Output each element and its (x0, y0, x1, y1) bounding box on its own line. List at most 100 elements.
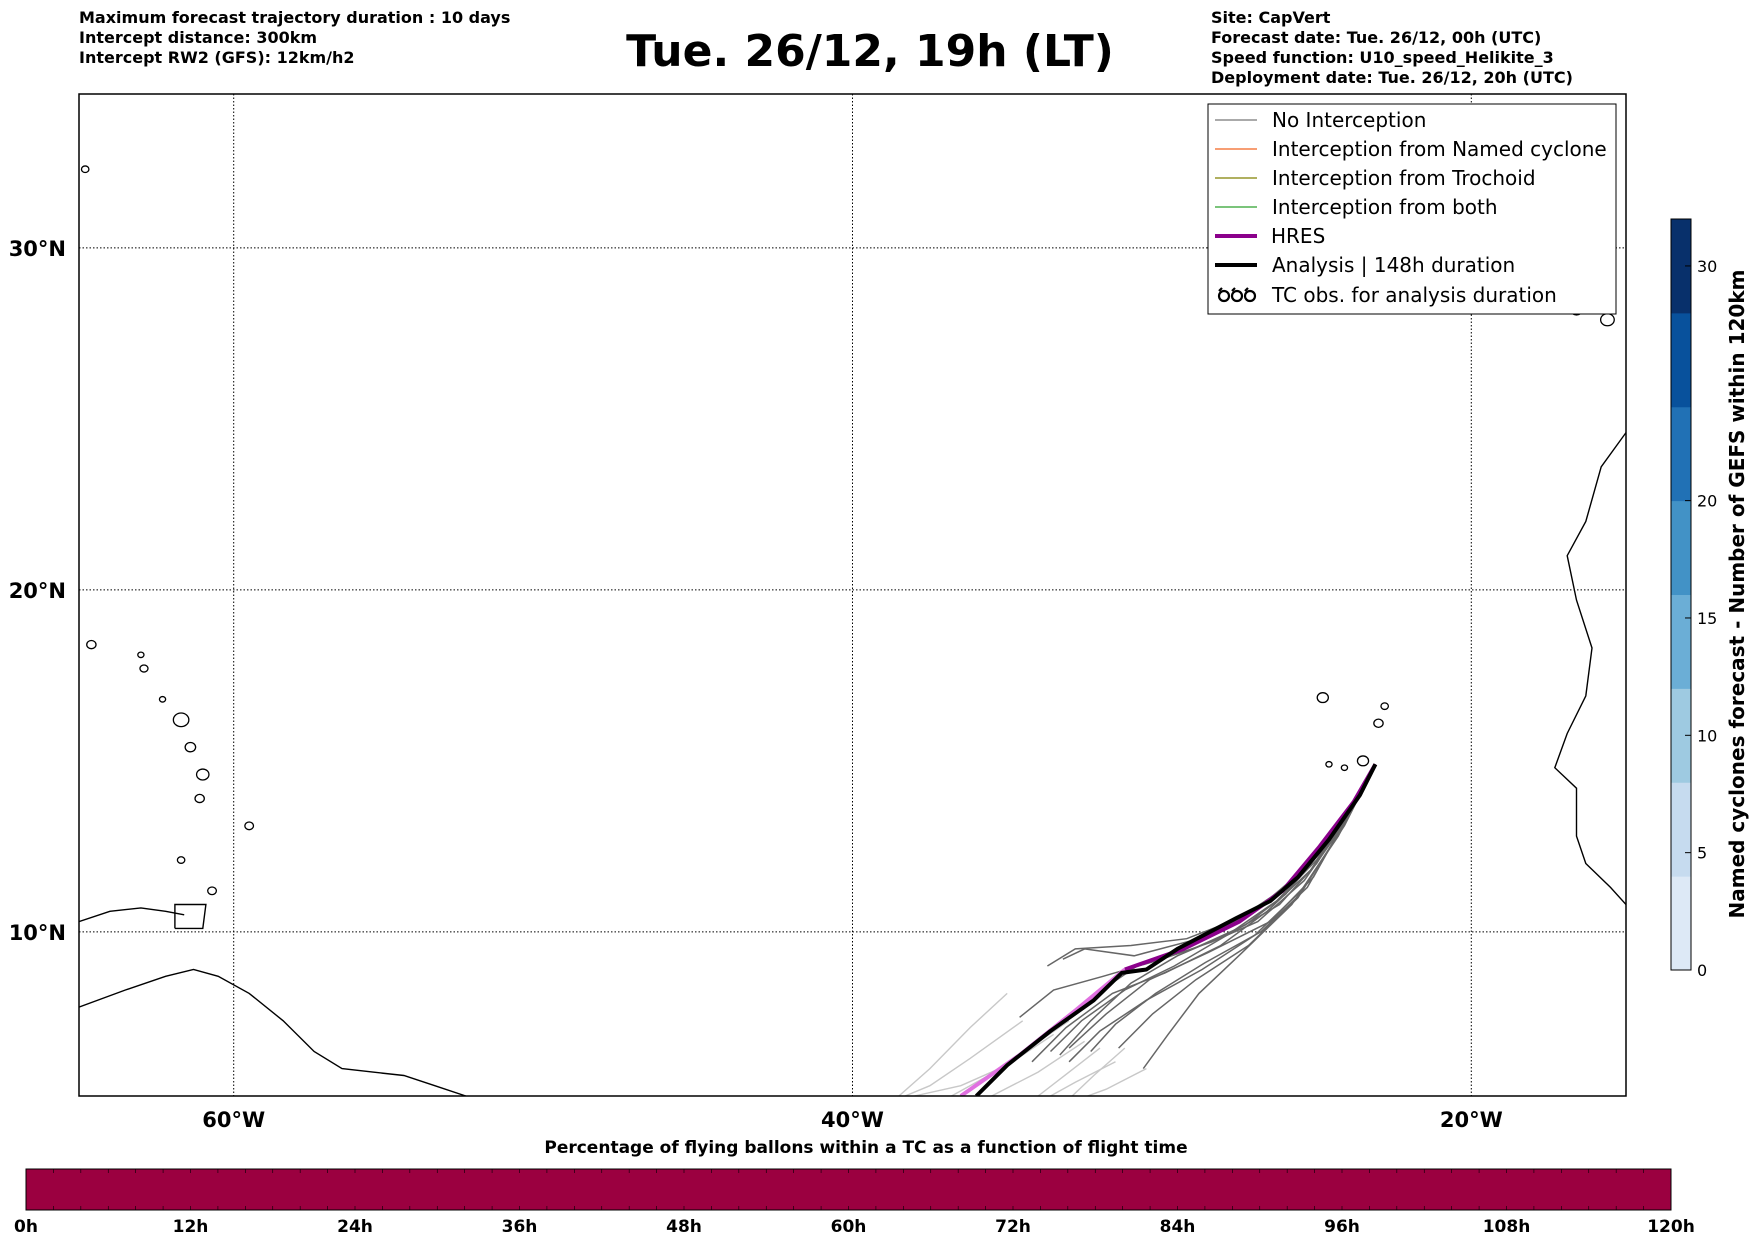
header-right-line-2: Forecast date: Tue. 26/12, 00h (UTC) (1211, 28, 1542, 47)
island-outline (195, 768, 210, 781)
header-right-line-4: Deployment date: Tue. 26/12, 20h (UTC) (1211, 68, 1573, 87)
ensemble-trajectory-faded (898, 992, 1008, 1096)
axis-ticks: 60°W 40°W 20°W 30°N 20°N 10°N (9, 237, 1503, 1132)
hres-trajectory-faded (959, 967, 1127, 1096)
bottom-bar-tick-label: 96h (1324, 1217, 1360, 1237)
bottom-bar-tick-label: 108h (1483, 1217, 1531, 1237)
colorbar-tick-label: 15 (1697, 609, 1717, 628)
island-outline (158, 695, 167, 703)
colorbar-segment (1671, 782, 1691, 877)
tc-symbol-icon (1217, 287, 1257, 303)
legend: No Interception Interception from Named … (1207, 103, 1617, 315)
colorbar-tick-label: 0 (1697, 961, 1707, 980)
colorbar-tick-label: 10 (1697, 726, 1717, 745)
coastline-south-america (79, 968, 467, 1096)
colorbar-segment (1671, 312, 1691, 408)
colorbar-segment (1671, 500, 1691, 595)
ensemble-trajectory-faded (914, 1033, 1054, 1096)
island-outline (194, 793, 205, 804)
ensemble-trajectory (1118, 763, 1377, 1049)
bottom-bar-tick-label: 24h (337, 1217, 373, 1237)
ensemble-trajectory (1059, 763, 1377, 1056)
legend-box (1207, 103, 1617, 315)
colorbar-tick-label: 20 (1697, 492, 1717, 511)
island-outline (1599, 313, 1615, 327)
lon-tick-label: 60°W (202, 1108, 265, 1132)
ensemble-trajectory-faded (1071, 1047, 1126, 1096)
island-outline (139, 664, 149, 673)
header-right-info: Site: CapVert Forecast date: Tue. 26/12,… (1211, 8, 1573, 88)
ensemble-trajectory-faded (1037, 1047, 1101, 1096)
analysis-trajectory (974, 763, 1378, 1096)
coastline-trinidad (174, 903, 207, 930)
legend-label-tc-obs: TC obs. for analysis duration (1271, 283, 1557, 307)
bottom-bar-title: Percentage of flying ballons within a TC… (544, 1138, 1187, 1158)
ensemble-trajectory (1068, 763, 1377, 1049)
page-title: Tue. 26/12, 19h (LT) (626, 26, 1114, 77)
island-outline (176, 856, 186, 864)
bottom-bar-fill (25, 1168, 1672, 1211)
bottom-bar-tick-label: 120h (1647, 1217, 1695, 1237)
island-outline (1316, 692, 1330, 704)
header-left-line-1: Maximum forecast trajectory duration : 1… (79, 8, 511, 27)
island-outline (172, 712, 190, 728)
header-right-line-1: Site: CapVert (1211, 8, 1331, 27)
header-left-line-2: Intercept distance: 300km (79, 28, 318, 47)
colorbar-frame (1670, 218, 1692, 971)
island-outline (207, 886, 218, 896)
ensemble-trajectory (1019, 763, 1377, 1018)
ensemble-trajectory (1068, 763, 1377, 1063)
coastline-africa (1553, 432, 1626, 905)
bottom-bar-tick-label: 0h (14, 1217, 38, 1237)
island-outline (1652, 295, 1661, 303)
colorbar-segment (1671, 876, 1691, 971)
lat-tick-label: 30°N (9, 237, 66, 261)
island-outline (1325, 760, 1333, 768)
colorbar-segment (1671, 219, 1691, 314)
lon-tick-label: 40°W (821, 1108, 884, 1132)
ensemble-trajectory-faded (1087, 1067, 1147, 1096)
bottom-bar-tick-label: 84h (1160, 1217, 1196, 1237)
header-left-info: Maximum forecast trajectory duration : 1… (79, 8, 510, 68)
coastline-venezuela-north (79, 907, 185, 923)
cyclone-colorbar: 0 5 10 15 20 30 Named cyclones forecast - Num… (1670, 218, 1749, 980)
map-frame (78, 93, 1627, 1097)
island-outline (1340, 764, 1349, 772)
island-outline (1380, 702, 1390, 711)
bottom-bar-tick-label: 12h (173, 1217, 209, 1237)
bottom-bar-tick-label: 48h (666, 1217, 702, 1237)
header-left-line-3: Intercept RW2 (GFS): 12km/h2 (79, 48, 355, 67)
legend-label-analysis: Analysis | 148h duration (1272, 253, 1515, 277)
bottom-bar-tick-label: 60h (831, 1217, 867, 1237)
colorbar-segment (1671, 594, 1691, 689)
legend-label-named-cyclone: Interception from Named cyclone (1272, 137, 1607, 161)
bottom-bar-tick-label: 72h (995, 1217, 1031, 1237)
colorbar-segment (1671, 688, 1691, 783)
header-right-line-3: Speed function: U10_speed_Helikite_3 (1211, 48, 1554, 67)
island-outline (1356, 755, 1370, 767)
ensemble-trajectory (1031, 763, 1377, 1063)
ensemble-trajectory-faded (991, 1040, 1085, 1096)
island-outline (86, 639, 97, 650)
legend-label-no-interception: No Interception (1272, 108, 1426, 132)
colorbar-label: Named cyclones forecast - Number of GEFS… (1725, 270, 1749, 919)
legend-label-hres: HRES (1271, 224, 1325, 248)
legend-label-both: Interception from both (1272, 195, 1498, 219)
colorbar-tick-label: 30 (1697, 257, 1717, 276)
trajectories (898, 763, 1378, 1096)
island-outline (80, 165, 90, 174)
bottom-bar-tick-label: 36h (502, 1217, 538, 1237)
island-outline (1373, 718, 1384, 728)
ensemble-trajectory (1049, 763, 1377, 1053)
lat-tick-label: 20°N (9, 579, 66, 603)
island-outline (137, 651, 145, 659)
bottom-percentage-bar: Percentage of flying ballons within a TC… (14, 1138, 1695, 1237)
legend-label-trochoid: Interception from Trochoid (1272, 166, 1536, 190)
island-outline (184, 741, 197, 753)
ensemble-trajectory-faded (904, 1020, 1024, 1096)
island-outline (244, 821, 255, 831)
lon-tick-label: 20°W (1440, 1108, 1503, 1132)
lat-tick-label: 10°N (9, 921, 66, 945)
colorbar-tick-label: 5 (1697, 844, 1707, 863)
